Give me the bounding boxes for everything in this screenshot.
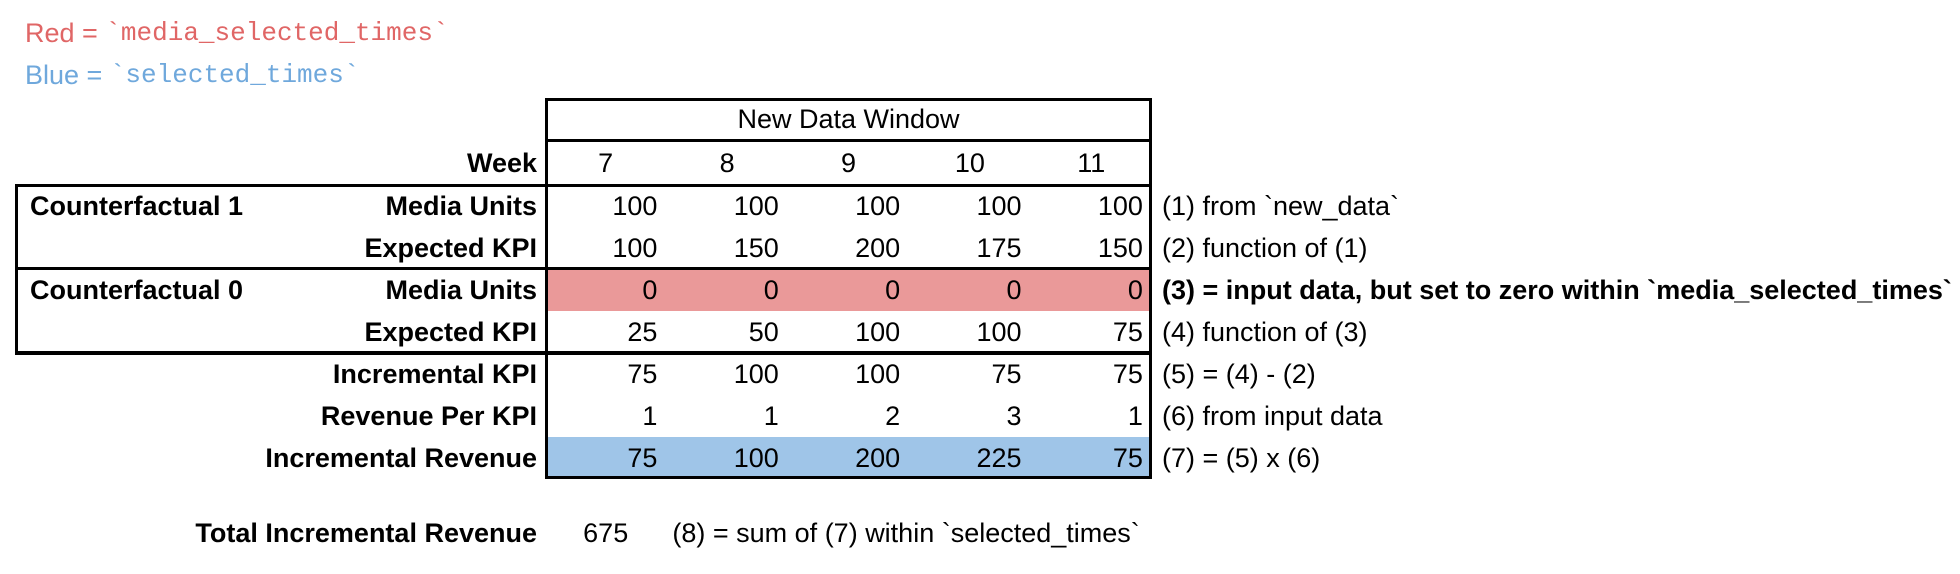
data-cell: 100	[733, 358, 779, 389]
row-label-cell: Incremental KPI	[17, 353, 545, 395]
data-cell: 0	[1127, 274, 1143, 305]
data-cell: 2	[885, 400, 901, 431]
data-cell: 150	[733, 232, 779, 263]
week-row: Week 7 8 9 10 11	[17, 141, 1152, 185]
row-metric-label: Revenue Per KPI	[320, 400, 537, 431]
row-group-label: Counterfactual 0	[30, 274, 244, 305]
data-cell: 100	[855, 358, 901, 389]
legend-blue-code: `selected_times`	[109, 60, 360, 90]
data-cell: 1	[642, 400, 658, 431]
row-annotation: (5) = (4) - (2)	[1161, 358, 1316, 389]
data-cell: 200	[855, 232, 901, 263]
row-metric-label: Expected KPI	[364, 316, 537, 347]
data-cell: 75	[627, 442, 658, 473]
legend-red-entry: Red = `media_selected_times`	[25, 12, 449, 54]
data-cell: 100	[855, 190, 901, 221]
row-metric-label: Media Units	[385, 190, 537, 221]
row-metric-label: Incremental Revenue	[265, 442, 537, 473]
row-annotation: (3) = input data, but set to zero within…	[1161, 274, 1952, 305]
week-cell: 11	[1077, 147, 1106, 178]
row-annotation: (7) = (5) x (6)	[1161, 442, 1321, 473]
red-highlight-band	[545, 269, 1152, 311]
table-row: Expected KPI 100 150 200 175 150 (2) fun…	[17, 227, 1368, 269]
row-label-cell: Revenue Per KPI	[17, 395, 545, 437]
data-cell: 75	[991, 358, 1022, 389]
table-row: Incremental Revenue 75 100 200 225 75 (7…	[17, 437, 1320, 479]
row-label-cell: Incremental Revenue	[17, 437, 545, 479]
counterfactual-separator-line	[17, 267, 1152, 270]
header-separator-line	[545, 139, 1152, 142]
data-cell: 100	[733, 442, 779, 473]
data-cell: 100	[612, 190, 658, 221]
row-annotation: (1) from `new_data`	[1161, 190, 1400, 221]
table-row: Incremental KPI 75 100 100 75 75 (5) = (…	[17, 353, 1316, 395]
data-cell: 150	[1097, 232, 1143, 263]
row-metric-label: Media Units	[385, 274, 537, 305]
data-cell: 100	[733, 190, 779, 221]
data-cell: 100	[855, 316, 901, 347]
data-cell: 3	[1006, 400, 1022, 431]
row-metric-label: Incremental KPI	[332, 358, 537, 389]
data-cell: 50	[748, 316, 779, 347]
legend-blue-eq: =	[79, 59, 110, 90]
data-cell: 0	[885, 274, 901, 305]
table-row: Expected KPI 25 50 100 100 75 (4) functi…	[17, 311, 1368, 353]
row-label-cell: Counterfactual 0 Media Units	[17, 269, 545, 311]
data-cell: 175	[976, 232, 1022, 263]
data-cell: 225	[976, 442, 1022, 473]
week-label-cell: Week	[17, 141, 545, 185]
total-annotation: (8) = sum of (7) within `selected_times`	[672, 517, 1140, 548]
blue-highlight-band	[545, 437, 1152, 479]
total-value: 675	[583, 517, 629, 548]
table-row: Counterfactual 1 Media Units 100 100 100…	[17, 185, 1399, 227]
data-cell: 75	[1112, 442, 1143, 473]
legend-red-code: `media_selected_times`	[105, 18, 449, 48]
week-label: Week	[466, 147, 537, 178]
table-header-row: New Data Window	[17, 98, 1152, 141]
data-cell: 75	[627, 358, 658, 389]
row-metric-label: Expected KPI	[364, 232, 537, 263]
header-spacer	[17, 98, 545, 141]
table-row: Revenue Per KPI 1 1 2 3 1 (6) from input…	[17, 395, 1383, 437]
counterfactual0-bottom-line	[17, 351, 1152, 355]
data-cell: 0	[642, 274, 658, 305]
row-annotation: (2) function of (1)	[1161, 232, 1368, 263]
data-cell: 75	[1112, 358, 1143, 389]
new-data-window-header: New Data Window	[737, 104, 960, 134]
total-row: Total Incremental Revenue 675 (8) = sum …	[17, 512, 1140, 554]
data-cell: 100	[976, 190, 1022, 221]
row-label-cell: Expected KPI	[17, 227, 545, 269]
data-cell: 1	[1127, 400, 1143, 431]
data-cell: 25	[627, 316, 658, 347]
data-cell: 100	[976, 316, 1022, 347]
total-label-cell: Total Incremental Revenue	[17, 512, 545, 554]
legend-red-eq: =	[74, 17, 106, 48]
total-label: Total Incremental Revenue	[195, 517, 537, 548]
legend-red-name: Red	[25, 17, 75, 48]
week-separator-line	[17, 184, 1152, 187]
row-label-cell: Expected KPI	[17, 311, 545, 353]
row-group-label: Counterfactual 1	[30, 190, 244, 221]
table-row: Counterfactual 0 Media Units 0 0 0 0 0 (…	[17, 269, 1952, 311]
legend-blue-entry: Blue = `selected_times`	[25, 54, 449, 96]
data-cell: 0	[763, 274, 779, 305]
data-cell: 1	[763, 400, 779, 431]
color-legend: Red = `media_selected_times` Blue = `sel…	[25, 12, 449, 96]
week-cell: 8	[719, 147, 735, 178]
data-cell: 100	[612, 232, 658, 263]
data-cell: 0	[1006, 274, 1022, 305]
legend-blue-name: Blue	[25, 59, 80, 90]
row-annotation: (6) from input data	[1161, 400, 1383, 431]
week-cell: 10	[954, 147, 985, 178]
week-cell: 7	[598, 147, 614, 178]
data-cell: 75	[1112, 316, 1143, 347]
data-cell: 100	[1097, 190, 1143, 221]
data-grid-border	[545, 98, 1152, 479]
row-label-cell: Counterfactual 1 Media Units	[17, 185, 545, 227]
label-box-left-border	[15, 184, 18, 355]
week-cell: 9	[840, 147, 856, 178]
data-cell: 200	[855, 442, 901, 473]
row-annotation: (4) function of (3)	[1161, 316, 1368, 347]
